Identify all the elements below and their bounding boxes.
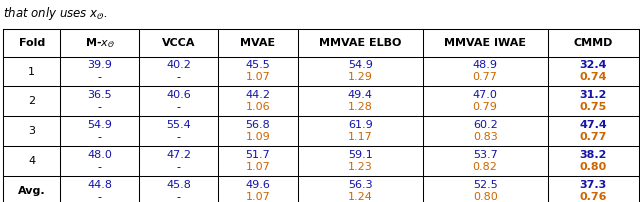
Text: 38.2: 38.2 — [580, 150, 607, 160]
Text: 1.09: 1.09 — [246, 132, 271, 142]
Text: 45.5: 45.5 — [246, 60, 271, 70]
Text: VCCA: VCCA — [162, 38, 196, 48]
Text: 1.07: 1.07 — [246, 73, 271, 82]
Text: 32.4: 32.4 — [579, 60, 607, 70]
Text: 44.8: 44.8 — [87, 180, 112, 189]
Text: 1.17: 1.17 — [348, 132, 372, 142]
Text: 36.5: 36.5 — [88, 90, 112, 100]
Text: 59.1: 59.1 — [348, 150, 372, 160]
Text: 0.77: 0.77 — [473, 73, 498, 82]
Text: 0.79: 0.79 — [473, 102, 498, 112]
Text: 56.3: 56.3 — [348, 180, 372, 189]
Text: 55.4: 55.4 — [166, 120, 191, 130]
Text: -: - — [177, 102, 181, 112]
Text: -: - — [98, 73, 102, 82]
Text: that only uses $x_\mathcal{O}$.: that only uses $x_\mathcal{O}$. — [3, 5, 108, 22]
Text: 1.23: 1.23 — [348, 162, 372, 172]
Text: M-$x_\mathcal{O}$: M-$x_\mathcal{O}$ — [85, 36, 115, 50]
Text: 49.6: 49.6 — [246, 180, 271, 189]
Text: 52.5: 52.5 — [473, 180, 497, 189]
Text: 4: 4 — [28, 156, 35, 166]
Text: CMMD: CMMD — [573, 38, 613, 48]
Text: -: - — [98, 162, 102, 172]
Text: 1.07: 1.07 — [246, 162, 271, 172]
Text: 39.9: 39.9 — [87, 60, 112, 70]
Text: 49.4: 49.4 — [348, 90, 372, 100]
Text: 1.28: 1.28 — [348, 102, 372, 112]
Text: 47.0: 47.0 — [473, 90, 498, 100]
Text: 45.8: 45.8 — [166, 180, 191, 189]
Text: 48.0: 48.0 — [87, 150, 112, 160]
Text: 61.9: 61.9 — [348, 120, 372, 130]
Text: 0.82: 0.82 — [473, 162, 498, 172]
Text: 37.3: 37.3 — [580, 180, 607, 189]
Text: 60.2: 60.2 — [473, 120, 497, 130]
Text: -: - — [177, 192, 181, 202]
Text: 1.07: 1.07 — [246, 192, 271, 202]
Text: -: - — [98, 192, 102, 202]
Text: Fold: Fold — [19, 38, 45, 48]
Text: 31.2: 31.2 — [580, 90, 607, 100]
Text: 54.9: 54.9 — [348, 60, 372, 70]
Text: 56.8: 56.8 — [246, 120, 271, 130]
Text: -: - — [177, 73, 181, 82]
Text: 1: 1 — [28, 66, 35, 77]
Text: 48.9: 48.9 — [473, 60, 498, 70]
Text: -: - — [177, 162, 181, 172]
Text: MMVAE IWAE: MMVAE IWAE — [444, 38, 526, 48]
Text: 47.2: 47.2 — [166, 150, 191, 160]
Text: 1.24: 1.24 — [348, 192, 372, 202]
Text: 0.74: 0.74 — [579, 73, 607, 82]
Text: MVAE: MVAE — [241, 38, 276, 48]
Text: 0.76: 0.76 — [579, 192, 607, 202]
Text: -: - — [98, 132, 102, 142]
Text: -: - — [177, 132, 181, 142]
Text: 3: 3 — [28, 126, 35, 136]
Text: -: - — [98, 102, 102, 112]
Text: 54.9: 54.9 — [87, 120, 112, 130]
Text: 2: 2 — [28, 96, 35, 106]
Text: 51.7: 51.7 — [246, 150, 271, 160]
Text: Avg.: Avg. — [18, 186, 45, 196]
Text: 47.4: 47.4 — [579, 120, 607, 130]
Text: 53.7: 53.7 — [473, 150, 497, 160]
Text: MMVAE ELBO: MMVAE ELBO — [319, 38, 401, 48]
Text: 0.80: 0.80 — [580, 162, 607, 172]
Text: 40.6: 40.6 — [166, 90, 191, 100]
Text: 0.75: 0.75 — [580, 102, 607, 112]
Text: 0.83: 0.83 — [473, 132, 497, 142]
Text: 44.2: 44.2 — [246, 90, 271, 100]
Text: 0.80: 0.80 — [473, 192, 497, 202]
Text: 1.06: 1.06 — [246, 102, 270, 112]
Text: 1.29: 1.29 — [348, 73, 372, 82]
Text: 40.2: 40.2 — [166, 60, 191, 70]
Text: 0.77: 0.77 — [580, 132, 607, 142]
